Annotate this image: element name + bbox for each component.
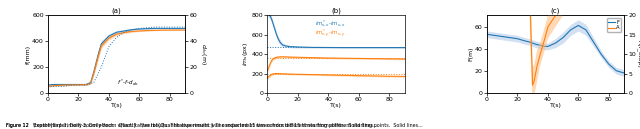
Y-axis label: $d_{do}$(m): $d_{do}$(m) xyxy=(198,43,207,65)
Title: (c): (c) xyxy=(551,8,560,14)
Text: Figure 12   \textbf{Experiment 3, Dolly-zoom effect.}   \textbf{Quantitative res: Figure 12 \textbf{Experiment 3, Dolly-zo… xyxy=(6,123,423,128)
Text: $im^*_{s,y}$-$im_{s,y}$: $im^*_{s,y}$-$im_{s,y}$ xyxy=(316,28,346,40)
Title: (b): (b) xyxy=(331,8,341,14)
Text: $f^*$-$f$-$d_{do}$: $f^*$-$f$-$d_{do}$ xyxy=(116,78,138,88)
Title: (a): (a) xyxy=(112,8,122,14)
X-axis label: T(s): T(s) xyxy=(111,103,122,108)
Y-axis label: f(mm): f(mm) xyxy=(26,45,31,64)
Y-axis label: F(m): F(m) xyxy=(468,47,474,61)
Text: $im^*_{s,x}$-$im_{s,x}$: $im^*_{s,x}$-$im_{s,x}$ xyxy=(316,19,346,29)
X-axis label: T(s): T(s) xyxy=(550,103,561,108)
Legend: F, A: F, A xyxy=(607,18,621,32)
X-axis label: T(s): T(s) xyxy=(330,103,342,108)
Y-axis label: A(f_stop): A(f_stop) xyxy=(637,40,640,68)
Y-axis label: $im_s$(px): $im_s$(px) xyxy=(241,42,250,66)
Text: Figure 12   Experiment 3, Dolly-zoom effect.   Quantitative results: The experim: Figure 12 Experiment 3, Dolly-zoom effec… xyxy=(6,123,378,128)
